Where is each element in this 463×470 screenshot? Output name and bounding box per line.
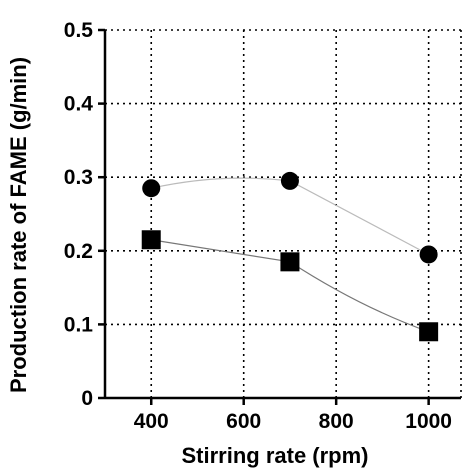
square-point-400 [141,230,161,250]
y-axis-label: Production rate of FAME (g/min) [6,57,31,393]
circle-point-1000 [419,245,438,264]
x-tick-label: 1000 [405,410,452,433]
x-axis-label: Stirring rate (rpm) [181,443,368,468]
square-point-1000 [419,322,439,342]
data-points [141,171,439,342]
y-tick-label: 0 [81,387,93,410]
y-tick-label: 0.5 [64,19,94,42]
x-tick-label: 400 [134,410,169,433]
square-point-700 [280,252,300,272]
y-tick-label: 0.3 [64,166,93,189]
x-tick-labels: 400 600 800 1000 [134,410,452,433]
y-tick-label: 0.1 [64,313,94,336]
x-tick-label: 600 [226,410,261,433]
circle-point-700 [280,171,299,190]
x-tick-label: 800 [319,410,354,433]
y-tick-labels: 0 0.1 0.2 0.3 0.4 0.5 [64,19,94,410]
circle-point-400 [142,179,161,198]
grid [105,29,461,398]
y-tick-label: 0.4 [64,93,94,116]
y-tick-label: 0.2 [64,240,93,263]
plot-frame [98,28,462,405]
